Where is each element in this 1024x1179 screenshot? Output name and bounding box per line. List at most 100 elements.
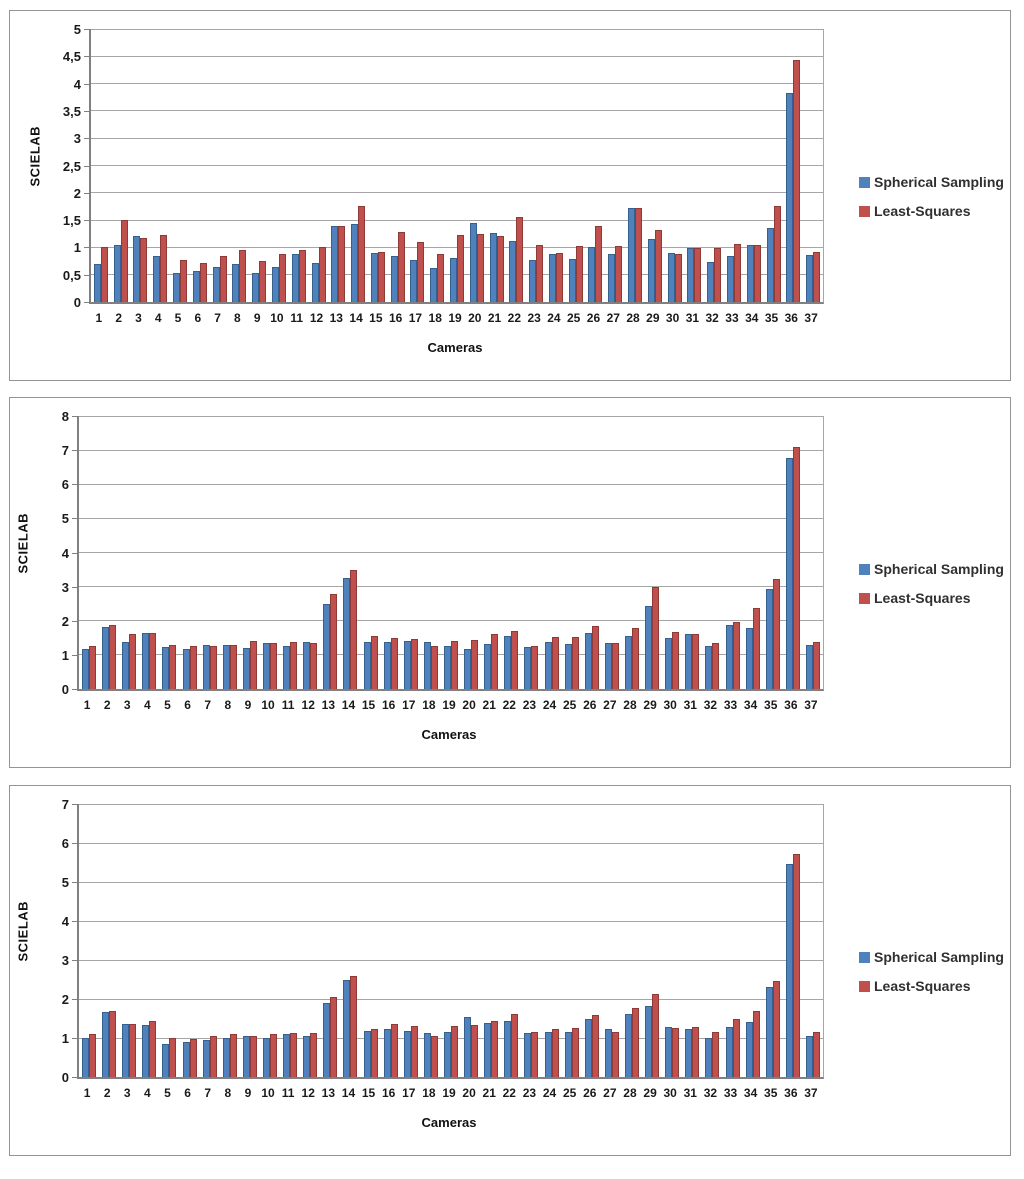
x-tick-label: 11 <box>281 698 295 712</box>
y-tick-label: 1,5 <box>62 213 81 229</box>
x-tick-label: 17 <box>408 311 423 325</box>
y-tick-mark <box>72 882 77 883</box>
chart-panel-2: SCIELAB Cameras Spherical Sampling Least… <box>9 397 1011 768</box>
x-tick-label: 35 <box>764 1086 778 1100</box>
y-tick-mark <box>72 1038 77 1039</box>
legend: Spherical Sampling Least-Squares <box>859 174 1009 232</box>
bar-spherical-sampling <box>390 256 398 302</box>
bar-spherical-sampling <box>805 645 813 689</box>
bar-spherical-sampling <box>202 645 210 689</box>
y-tick-mark <box>84 138 89 140</box>
y-tick-mark <box>72 416 77 417</box>
bar-spherical-sampling <box>450 258 457 302</box>
bar-spherical-sampling <box>142 633 150 689</box>
x-tick-label: 32 <box>705 311 719 325</box>
x-tick-label: 18 <box>422 1086 436 1100</box>
bar-least-squares <box>390 1024 398 1077</box>
x-tick-label: 4 <box>144 1086 151 1100</box>
x-tick-label: 28 <box>626 311 640 325</box>
x-tick-label: 37 <box>804 698 818 712</box>
y-tick-mark <box>84 165 89 167</box>
x-tick-label: 26 <box>586 311 601 325</box>
x-tick-label: 23 <box>527 311 541 325</box>
x-tick-label: 32 <box>703 698 718 712</box>
legend-item: Spherical Sampling <box>859 174 1009 190</box>
bar-least-squares <box>631 628 639 689</box>
bar-least-squares <box>672 632 680 689</box>
y-tick-label: 7 <box>61 443 69 459</box>
bar-least-squares <box>611 1032 619 1077</box>
x-tick-label: 9 <box>244 1086 252 1100</box>
bar-least-squares <box>350 570 358 689</box>
bar-spherical-sampling <box>212 267 220 302</box>
y-tick-mark <box>84 220 89 222</box>
x-tick-label: 29 <box>643 698 657 712</box>
x-tick-label: 25 <box>567 311 581 325</box>
x-tick-label: 3 <box>123 698 131 712</box>
x-tick-label: 9 <box>244 698 252 712</box>
bar-least-squares <box>330 594 338 689</box>
bar-least-squares <box>239 250 247 302</box>
x-tick-label: 22 <box>507 311 522 325</box>
bar-spherical-sampling <box>529 260 537 302</box>
y-tick-mark <box>72 921 77 922</box>
bar-spherical-sampling <box>283 646 291 689</box>
y-tick-mark <box>84 302 89 303</box>
bar-spherical-sampling <box>291 254 299 302</box>
y-tick-mark <box>72 620 77 622</box>
bar-spherical-sampling <box>102 627 110 689</box>
bar-spherical-sampling <box>685 1029 693 1077</box>
bar-spherical-sampling <box>303 1036 311 1077</box>
y-tick-label: 3 <box>61 579 69 595</box>
x-tick-label: 7 <box>214 311 221 325</box>
x-tick-label: 2 <box>103 1086 111 1100</box>
x-tick-label: 28 <box>623 1086 637 1100</box>
bar-least-squares <box>812 642 820 689</box>
bar-least-squares <box>417 242 425 302</box>
legend: Spherical Sampling Least-Squares <box>859 561 1009 619</box>
bar-spherical-sampling <box>484 1023 492 1077</box>
gridline <box>91 110 823 112</box>
bar-least-squares <box>149 633 157 689</box>
bar-least-squares <box>712 643 720 689</box>
x-tick-label: 25 <box>562 698 577 712</box>
series-swatch-red-icon <box>859 980 870 992</box>
bar-spherical-sampling <box>725 625 733 689</box>
x-tick-label: 30 <box>663 698 677 712</box>
y-tick-label: 1 <box>73 240 81 256</box>
bar-least-squares <box>229 645 237 689</box>
x-tick-label: 35 <box>764 698 778 712</box>
bar-spherical-sampling <box>604 1029 612 1077</box>
bar-spherical-sampling <box>232 264 240 302</box>
bar-spherical-sampling <box>524 1033 532 1077</box>
bar-least-squares <box>733 244 741 302</box>
bar-least-squares <box>551 1029 559 1077</box>
bar-least-squares <box>249 641 257 689</box>
bar-spherical-sampling <box>423 1033 431 1077</box>
bar-spherical-sampling <box>113 245 121 302</box>
legend-label: Least-Squares <box>874 590 971 606</box>
gridline <box>79 517 823 519</box>
x-tick-label: 19 <box>442 698 456 712</box>
y-tick-label: 3 <box>61 953 69 968</box>
bar-least-squares <box>189 1039 197 1077</box>
bar-spherical-sampling <box>604 643 612 689</box>
bar-least-squares <box>290 642 298 689</box>
bar-least-squares <box>654 230 662 302</box>
bar-least-squares <box>595 226 603 302</box>
bar-least-squares <box>169 1038 177 1077</box>
bar-least-squares <box>772 579 780 689</box>
bar-spherical-sampling <box>766 228 774 302</box>
bar-least-squares <box>674 254 682 302</box>
bar-least-squares <box>377 252 385 302</box>
x-tick-label: 36 <box>784 311 798 325</box>
bar-spherical-sampling <box>685 634 693 689</box>
bar-least-squares <box>149 1021 157 1077</box>
gridline <box>79 415 823 417</box>
x-tick-label: 31 <box>683 698 697 712</box>
bar-least-squares <box>635 208 643 302</box>
bar-spherical-sampling <box>707 262 715 302</box>
x-axis-title: Cameras <box>421 1115 477 1130</box>
bar-least-squares <box>109 625 117 689</box>
bar-spherical-sampling <box>242 1036 250 1077</box>
